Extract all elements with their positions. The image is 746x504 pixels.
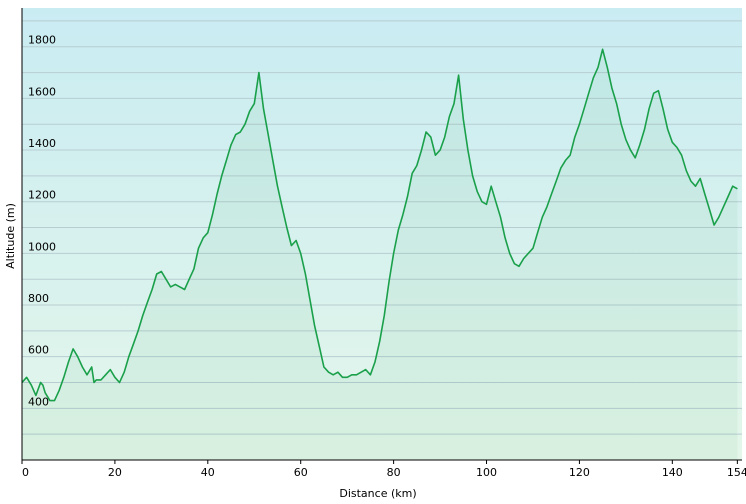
x-tick-label: 140 [662,466,683,479]
x-axis-title: Distance (km) [339,487,416,500]
x-tick-label: 0 [22,466,29,479]
altitude-line [21,48,738,402]
y-tick-label: 600 [28,344,49,357]
y-tick-label: 1200 [28,189,56,202]
y-tick-label: 1800 [28,34,56,47]
y-tick-label: 1600 [28,85,56,98]
y-tick-label: 800 [28,292,49,305]
altitude-area [22,49,738,461]
y-ticks: 400 600 800 1000 1200 1400 1600 1800 [28,34,56,409]
x-tick-label: 40 [201,466,215,479]
grid-lines [22,20,742,435]
x-tick-label: 120 [569,466,590,479]
x-tick-label: 20 [108,466,122,479]
x-tick-label: 60 [294,466,308,479]
x-tick-label: 100 [476,466,497,479]
x-tick-label: 154 [727,466,746,479]
y-axis-title: Altitude (m) [4,203,17,269]
y-tick-label: 1400 [28,137,56,150]
x-ticks: 0 20 40 60 80 100 120 140 154 [21,460,746,479]
y-tick-label: 1000 [28,240,56,253]
x-tick-label: 80 [387,466,401,479]
y-tick-label: 400 [28,395,49,408]
plot-background [22,8,742,460]
